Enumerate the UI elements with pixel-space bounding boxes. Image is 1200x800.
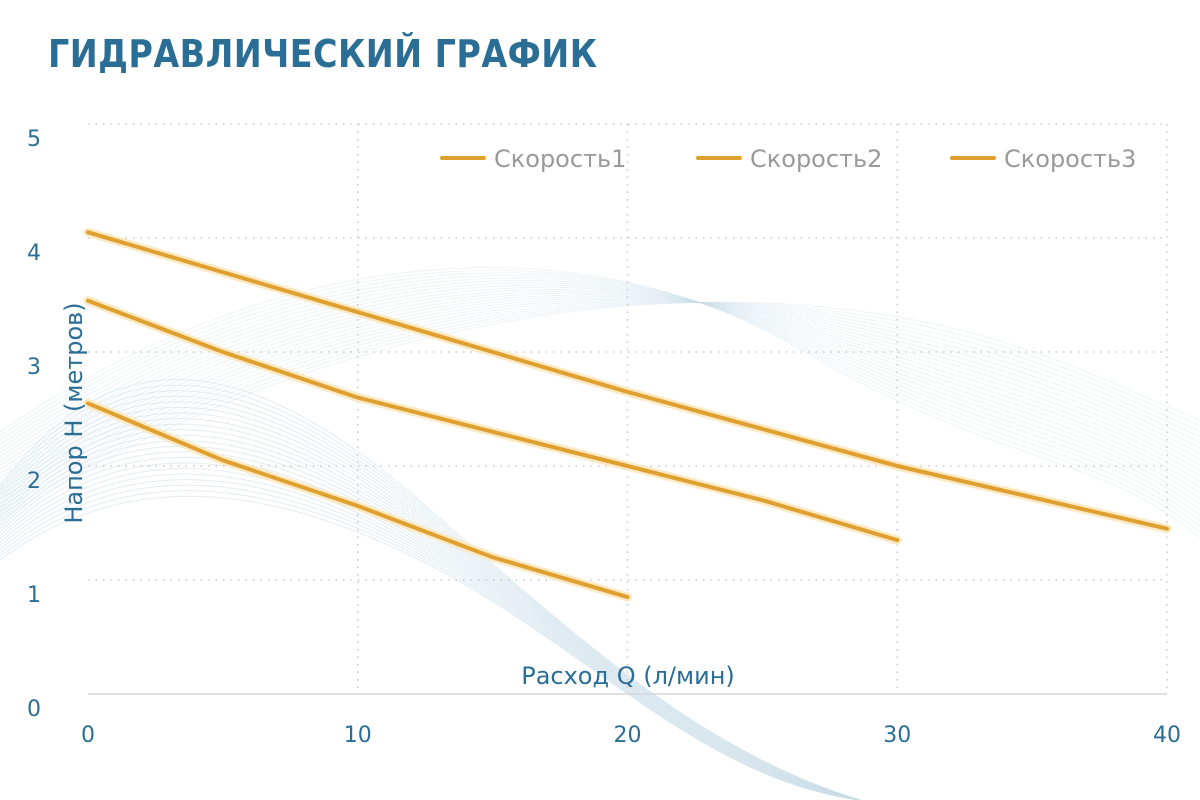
x-tick-label: 20: [614, 723, 642, 748]
wave-line-upper: [0, 288, 1200, 488]
wave-line-lower: [0, 390, 861, 800]
y-tick-label: 1: [27, 583, 41, 608]
wave-line-lower: [0, 395, 861, 800]
wave-line-upper: [0, 286, 1200, 494]
chart-grid: [88, 123, 1168, 694]
wave-line-upper: [0, 301, 1200, 517]
wave-line-lower: [0, 401, 861, 800]
wave-line-lower: [0, 456, 861, 800]
wave-line-upper: [0, 301, 1200, 513]
y-tick-label: 4: [27, 241, 41, 266]
legend-label-3: Скорость3: [1004, 145, 1136, 173]
wave-line-upper: [0, 277, 1200, 516]
wave-line-upper: [0, 299, 1200, 500]
wave-line-upper: [0, 301, 1200, 508]
x-tick-label: 0: [81, 723, 95, 748]
wave-line-lower: [0, 451, 861, 800]
y-axis-label: Напор H (метров): [60, 302, 88, 523]
wave-line-lower: [0, 412, 861, 800]
chart-title: ГИДРАВЛИЧЕСКИЙ ГРАФИК: [48, 32, 598, 76]
y-tick-label: 0: [27, 697, 41, 722]
x-tick-label: 40: [1153, 723, 1181, 748]
series-line-3: [86, 401, 630, 600]
legend-label-2: Скорость2: [750, 145, 882, 173]
legend-label-1: Скорость1: [494, 145, 626, 173]
wave-line-lower: [0, 490, 861, 800]
wave-line-lower: [0, 445, 861, 800]
wave-line-lower: [0, 418, 861, 800]
series-line-1: [86, 230, 1169, 531]
wave-line-upper: [0, 290, 1200, 483]
wave-line-upper: [0, 280, 1200, 511]
chart-legend: Скорость1 Скорость2 Скорость3: [440, 145, 1136, 173]
series-line-2: [86, 298, 900, 543]
background-wave-decoration: [0, 267, 1200, 800]
wave-line-upper: [0, 282, 1200, 505]
series-lines: [83, 227, 1172, 602]
wave-line-lower: [0, 406, 861, 800]
x-tick-label: 30: [883, 723, 911, 748]
wave-line-upper: [0, 300, 1200, 504]
wave-line-upper: [0, 284, 1200, 499]
wave-line-lower: [0, 462, 861, 800]
x-axis-label: Расход Q (л/мин): [521, 662, 735, 690]
wave-line-lower: [0, 467, 861, 800]
wave-line-lower: [0, 484, 861, 800]
y-tick-label: 5: [27, 127, 41, 152]
wave-line-lower: [0, 473, 861, 800]
wave-line-lower: [0, 479, 861, 800]
wave-line-upper: [0, 297, 1200, 492]
y-tick-label: 3: [27, 355, 41, 380]
wave-line-lower: [0, 495, 861, 800]
wave-line-upper: [0, 275, 1200, 522]
x-tick-label: 10: [344, 723, 372, 748]
wave-line-upper: [0, 267, 1200, 538]
wave-line-lower: [0, 379, 861, 800]
wave-line-upper: [0, 298, 1200, 496]
y-tick-label: 2: [27, 469, 41, 494]
tick-labels: 0 10 20 30 40 0 1 2 3 4 5: [27, 127, 1181, 748]
wave-line-upper: [0, 269, 1200, 533]
wave-line-lower: [0, 384, 861, 800]
wave-line-lower: [0, 423, 861, 800]
wave-line-upper: [0, 272, 1200, 527]
